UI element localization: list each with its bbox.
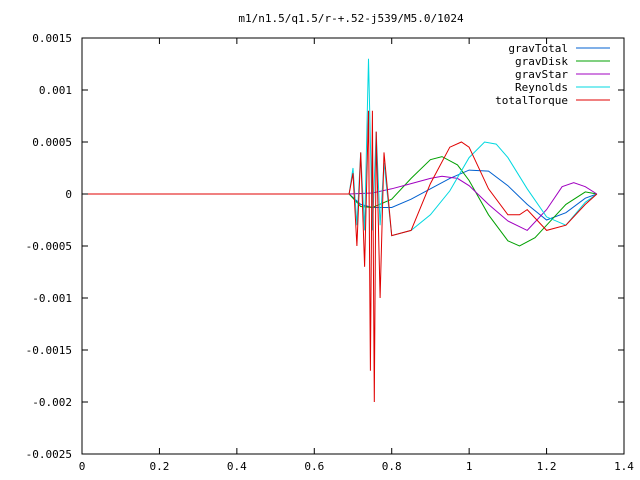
legend: gravTotalgravDiskgravStarReynoldstotalTo… — [495, 42, 610, 107]
x-tick-label: 0 — [79, 460, 86, 473]
y-tick-label: 0 — [65, 188, 72, 201]
x-tick-label: 0.4 — [227, 460, 247, 473]
y-tick-label: -0.0005 — [26, 240, 72, 253]
series-line-gravDisk — [82, 156, 597, 247]
x-tick-label: 1.2 — [537, 460, 557, 473]
y-tick-label: 0.001 — [39, 84, 72, 97]
y-tick-label: -0.002 — [32, 396, 72, 409]
y-axis: -0.0025 -0.002 -0.0015 -0.001 -0.0005 0 0.0005… — [26, 32, 624, 461]
series-line-totalTorque — [82, 110, 598, 403]
chart-title: m1/n1.5/q1.5/r-+.52-j539/M5.0/1024 — [238, 12, 464, 25]
x-tick-label: 0.6 — [304, 460, 324, 473]
legend-label: gravDisk — [515, 55, 568, 68]
y-tick-label: -0.001 — [32, 292, 72, 305]
y-tick-label: 0.0015 — [32, 32, 72, 45]
y-tick-label: 0.0005 — [32, 136, 72, 149]
x-tick-label: 0.8 — [382, 460, 402, 473]
legend-label: gravStar — [515, 68, 568, 81]
plot-area — [82, 58, 598, 403]
x-tick-label: 0.2 — [149, 460, 169, 473]
legend-label: Reynolds — [515, 81, 568, 94]
legend-label: gravTotal — [508, 42, 568, 55]
series-line-gravStar — [82, 175, 598, 232]
legend-label: totalTorque — [495, 94, 568, 107]
y-tick-label: -0.0025 — [26, 448, 72, 461]
x-axis: 0 0.2 0.4 0.6 0.8 1 1.2 1.4 — [79, 38, 634, 473]
x-tick-label: 1.4 — [614, 460, 634, 473]
y-tick-label: -0.0015 — [26, 344, 72, 357]
x-tick-label: 1 — [466, 460, 473, 473]
